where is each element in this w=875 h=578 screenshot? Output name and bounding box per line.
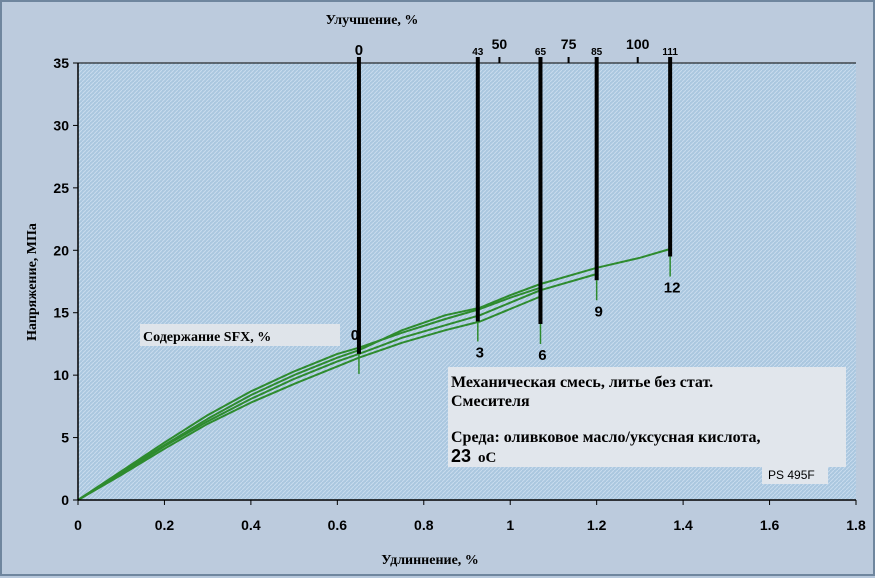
y-tick-label: 10 [53,367,69,383]
sfx-label: Содержание SFX, % [143,330,271,345]
sample-label: PS 495F [768,468,815,482]
y-axis-title: Напряжение, МПа [25,223,40,341]
sfx-label-box [140,324,340,346]
marker-sfx-label: 6 [538,347,546,364]
marker-sfx-label: 0 [351,327,359,344]
info-line3: Среда: оливковое масло/уксусная кислота, [451,429,761,446]
x-tick-label: 0.6 [328,517,348,533]
info-line1: Механическая смесь, литье без стат. [451,374,713,391]
x-tick-label: 1.8 [846,517,866,533]
x-tick-label: 0 [74,517,82,533]
marker-sfx-label: 9 [594,303,602,320]
top-tick-label: 100 [626,36,650,52]
marker-sfx-label: 3 [476,344,484,361]
marker-sfx-label: 12 [664,280,681,297]
x-tick-label: 1.2 [587,517,607,533]
top-tick-label: 75 [561,36,577,52]
marker-improvement-label: 43 [472,47,484,58]
marker-improvement-label: 111 [662,47,678,58]
y-tick-label: 35 [53,55,69,71]
sample-box [762,466,828,484]
top-tick-label: 50 [492,36,508,52]
x-tick-label: 0.8 [414,517,434,533]
series-line [77,248,671,501]
marker-improvement-label: 85 [591,47,603,58]
y-tick-label: 15 [53,305,69,321]
top-axis-title: Улучшение, % [326,13,419,28]
y-tick-label: 25 [53,180,69,196]
y-tick-label: 0 [61,492,69,508]
x-tick-label: 1.4 [673,517,693,533]
marker-improvement-label: 65 [535,47,547,58]
markers-group: 0 0 43 3 65 6 85 9 111 12 [351,42,681,374]
x-ticks: 0 0.2 0.4 0.6 0.8 1 1.2 1.4 1.6 1.8 [74,500,866,533]
x-tick-label: 0.2 [155,517,175,533]
series-line [77,295,541,501]
top-ticks: 50 75 100 [492,36,650,63]
x-tick-label: 0.4 [241,517,261,533]
info-temp: 23 [451,446,471,466]
curves-group [77,248,671,501]
x-tick-label: 1.6 [760,517,780,533]
info-box [448,367,846,467]
y-tick-label: 30 [53,117,69,133]
y-tick-label: 5 [61,430,69,446]
marker-improvement-label: 0 [355,42,363,59]
x-axis-title: Удлиннение, % [381,553,479,568]
series-line [77,273,597,501]
x-tick-label: 1 [506,517,514,533]
y-ticks: 0 5 10 15 20 25 30 35 [53,55,78,508]
info-line2: Смесителя [451,393,530,410]
info-unit: оС [478,450,496,466]
series-line [77,286,541,501]
y-tick-label: 20 [53,242,69,258]
